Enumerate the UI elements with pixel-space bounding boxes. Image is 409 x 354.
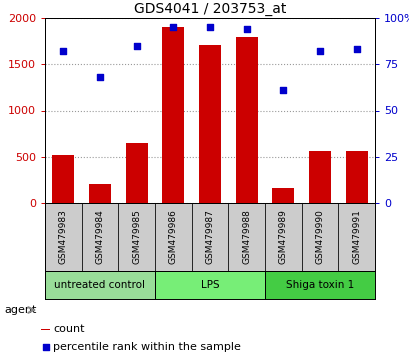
Point	[206, 24, 213, 30]
Bar	[45, 203, 81, 271]
Bar	[308, 151, 330, 203]
Bar	[155, 203, 191, 271]
Title: GDS4041 / 203753_at: GDS4041 / 203753_at	[133, 1, 285, 16]
Point	[60, 48, 66, 54]
Text: LPS: LPS	[200, 280, 219, 290]
Point	[316, 48, 322, 54]
Text: percentile rank within the sample: percentile rank within the sample	[53, 342, 240, 352]
Text: GSM479987: GSM479987	[205, 210, 214, 264]
Bar	[126, 143, 147, 203]
Bar	[235, 38, 257, 203]
Bar	[155, 271, 264, 299]
Text: agent: agent	[4, 305, 36, 315]
Point	[133, 43, 139, 48]
Text: GSM479990: GSM479990	[315, 210, 324, 264]
Bar	[81, 203, 118, 271]
Point	[353, 47, 359, 52]
Point	[279, 87, 286, 93]
Point	[170, 24, 176, 30]
Text: GSM479986: GSM479986	[169, 210, 178, 264]
Bar	[118, 203, 155, 271]
Text: GSM479991: GSM479991	[351, 210, 360, 264]
Text: count: count	[53, 324, 85, 334]
Bar	[345, 151, 367, 203]
Text: untreated control: untreated control	[54, 280, 145, 290]
Bar	[264, 203, 301, 271]
Bar	[337, 203, 374, 271]
Bar	[191, 203, 228, 271]
Bar	[228, 203, 264, 271]
Text: GSM479984: GSM479984	[95, 210, 104, 264]
Text: GSM479983: GSM479983	[58, 210, 67, 264]
Bar	[198, 45, 220, 203]
Text: GSM479989: GSM479989	[278, 210, 287, 264]
Bar	[89, 184, 111, 203]
Bar	[162, 27, 184, 203]
Text: Shiga toxin 1: Shiga toxin 1	[285, 280, 353, 290]
Point	[42, 344, 49, 350]
Text: GSM479985: GSM479985	[132, 210, 141, 264]
Point	[243, 26, 249, 32]
Bar	[301, 203, 337, 271]
Bar	[41, 329, 50, 330]
Text: GSM479988: GSM479988	[242, 210, 251, 264]
Bar	[264, 271, 374, 299]
Bar	[45, 271, 155, 299]
Bar	[272, 188, 294, 203]
Point	[97, 74, 103, 80]
Bar	[52, 155, 74, 203]
